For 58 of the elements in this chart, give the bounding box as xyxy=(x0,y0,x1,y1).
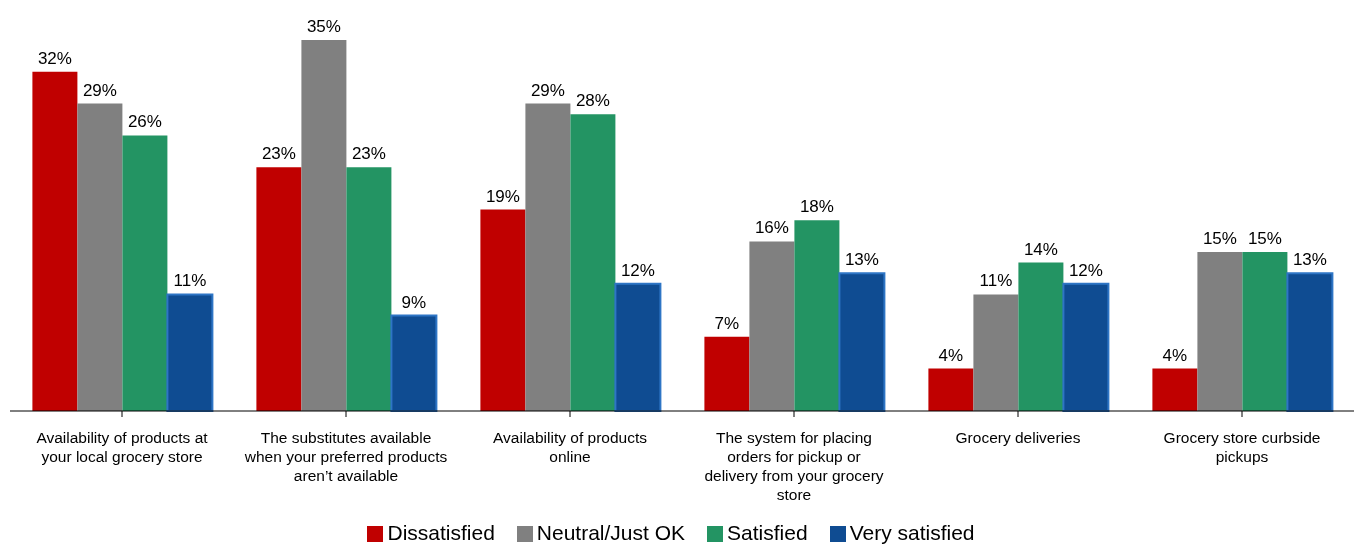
bar xyxy=(32,71,78,411)
bar xyxy=(794,220,840,411)
bar xyxy=(1242,252,1288,411)
bar xyxy=(1286,272,1334,412)
data-label: 28% xyxy=(575,91,610,111)
legend-label: Very satisfied xyxy=(849,521,975,544)
bar xyxy=(614,282,662,412)
bar xyxy=(704,336,750,411)
bar xyxy=(346,167,392,411)
x-tick-label: The system for placing orders for pickup or delivery from your grocery store xyxy=(704,429,884,503)
data-label: 9% xyxy=(401,292,427,312)
data-label: 15% xyxy=(1247,229,1282,248)
data-label: 16% xyxy=(754,218,789,238)
bar xyxy=(525,103,571,411)
bar xyxy=(256,167,302,411)
bar xyxy=(166,293,214,412)
data-label: 7% xyxy=(714,313,740,333)
bar xyxy=(1018,262,1064,411)
bar xyxy=(570,114,616,411)
bar xyxy=(1197,252,1243,411)
data-label: 18% xyxy=(799,197,834,217)
bar xyxy=(928,368,974,411)
data-label: 15% xyxy=(1202,229,1237,248)
x-tick-label: The substitutes available when your preferred products aren’t available xyxy=(243,429,448,484)
legend-label: Neutral/Just OK xyxy=(536,521,686,544)
data-label: 13% xyxy=(844,250,879,270)
bar xyxy=(838,272,886,412)
bar xyxy=(1152,368,1198,411)
data-label: 26% xyxy=(127,112,162,132)
x-tick-label: Availability of products online xyxy=(493,429,648,465)
data-label: 13% xyxy=(1292,250,1327,270)
data-label: 4% xyxy=(938,345,964,365)
data-label: 23% xyxy=(261,144,296,164)
data-label: 19% xyxy=(485,186,520,206)
bar xyxy=(122,135,168,411)
data-label: 11% xyxy=(173,271,207,291)
bar xyxy=(749,241,795,411)
x-tick-label: Grocery deliveries xyxy=(955,429,1081,446)
bar xyxy=(480,209,526,411)
bar xyxy=(390,314,438,412)
data-label: 35% xyxy=(306,17,341,36)
x-tick-label: Availability of products at your local grocery store xyxy=(36,429,209,465)
data-label: 12% xyxy=(1068,260,1103,280)
data-label: 29% xyxy=(82,80,117,100)
bar xyxy=(973,294,1019,411)
data-label: 32% xyxy=(37,48,72,68)
legend-label: Satisfied xyxy=(727,521,808,544)
bar xyxy=(77,103,123,411)
bar xyxy=(1062,282,1110,412)
data-label: 4% xyxy=(1162,345,1188,365)
bar xyxy=(301,40,347,411)
legend-label: Dissatisfied xyxy=(387,521,495,544)
data-label: 14% xyxy=(1023,239,1058,259)
data-label: 12% xyxy=(620,260,655,280)
data-label: 23% xyxy=(351,144,386,164)
data-label: 11% xyxy=(979,271,1013,291)
x-tick-label: Grocery store curbside pickups xyxy=(1163,429,1321,465)
data-label: 29% xyxy=(530,80,565,100)
